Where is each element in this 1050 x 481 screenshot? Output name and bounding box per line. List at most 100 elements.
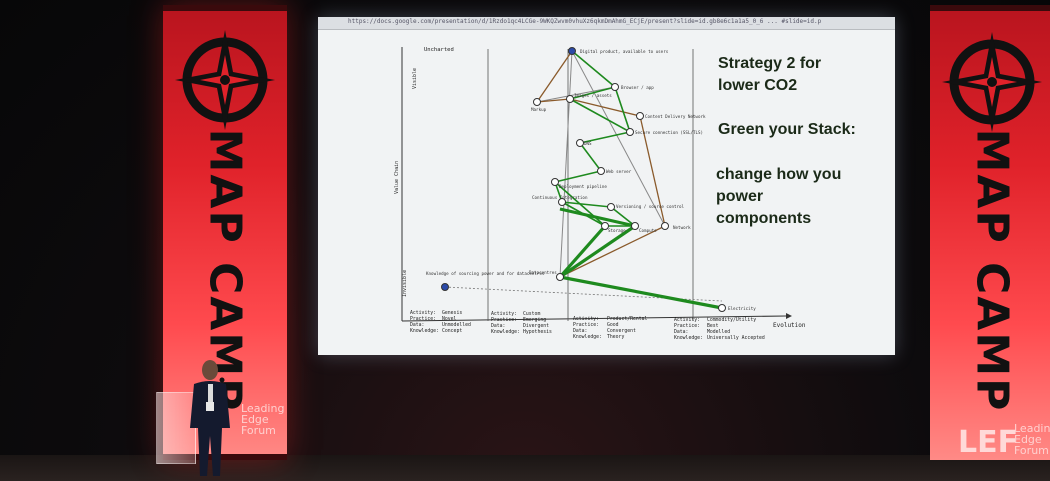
svg-text:Divergent: Divergent [523,323,549,329]
banner-pole [163,5,287,11]
node-digital [568,47,576,55]
banner-subtitle: Leading Edge Forum [1014,423,1050,456]
node-label: Datacentres [529,270,557,275]
node-label: Storage [608,228,626,233]
svg-text:Activity:: Activity: [491,311,517,317]
svg-text:Practice:: Practice: [674,323,700,329]
y-axis-label: Value Chain [394,161,400,194]
node-label: Knowledge of sourcing power and for data… [426,271,545,276]
svg-text:Knowledge:: Knowledge: [674,335,703,341]
svg-text:Activity:: Activity: [410,310,436,316]
node-label: Content Delivery Network [645,114,706,119]
svg-text:Emerging: Emerging [523,317,546,323]
node-label: Browser / app [621,85,654,90]
node-secure [626,128,634,136]
compass-logo-icon [175,30,275,130]
node-label: Continuous Integration [532,195,588,200]
lef-logo: LEF [958,425,1019,460]
svg-text:Best: Best [707,323,719,329]
svg-text:Hypothesis: Hypothesis [523,329,552,335]
svg-text:Modelled: Modelled [707,329,730,335]
svg-text:Product/Rental: Product/Rental [607,316,648,322]
node-compute [631,222,639,230]
svg-text:Novel: Novel [442,316,457,322]
body-line: components [716,210,812,227]
banner-pole [930,5,1050,11]
slide-subheading: Green your Stack: [718,121,856,138]
svg-text:Convergent: Convergent [607,328,636,334]
node-label: Web server [606,169,632,174]
node-dns [576,139,584,147]
banner-sub-line: Edge [1014,433,1042,446]
url-text: https://docs.google.com/presentation/d/1… [348,18,822,25]
speaker-figure [190,360,230,476]
node-browser [611,83,619,91]
node-label: Compute [639,228,657,233]
svg-text:Data:: Data: [573,328,587,334]
svg-text:Universally Accepted: Universally Accepted [707,335,765,341]
body-line: power [716,188,764,205]
heading-line: Strategy 2 for [718,55,822,72]
node-label: Images / assets [574,93,612,98]
svg-text:Data:: Data: [674,329,688,335]
svg-text:Concept: Concept [442,328,462,334]
x-axis-line [401,315,787,322]
svg-text:Activity:: Activity: [573,316,599,322]
svg-text:Practice:: Practice: [491,317,517,323]
right-banner: MAP CAMP LEF Leading Edge Forum [930,5,1050,460]
compass-logo-icon [942,32,1042,132]
svg-text:Unmodelled: Unmodelled [442,322,471,328]
node-markup [533,98,541,106]
svg-text:Data:: Data: [491,323,505,329]
browser-url-bar[interactable]: https://docs.google.com/presentation/d/1… [318,17,895,30]
node-label: DNS [584,141,592,146]
node-assets [566,95,574,103]
svg-text:Practice:: Practice: [410,316,436,322]
y-bottom-label: Invisible [402,270,408,297]
node-label: Versioning / source control [616,204,685,209]
map-nodes [441,47,726,312]
banner-sub-line: Leading [1014,422,1050,435]
node-label: Network [673,225,691,230]
slide-body: change how you power components [716,164,841,230]
node-vcs [607,203,615,211]
svg-text:Theory: Theory [607,334,624,340]
banner-sub-line: Leading [241,402,285,415]
banner-sub-line: Forum [1014,444,1049,457]
svg-text:Data:: Data: [410,322,424,328]
svg-text:Practice:: Practice: [573,322,599,328]
svg-text:Knowledge:: Knowledge: [410,328,439,334]
node-electricity [718,304,726,312]
node-webserver [597,167,605,175]
slide-heading: Strategy 2 for lower CO2 [718,53,821,97]
wardley-map: Digital product, available to users Brow… [394,47,806,341]
node-datacentre [556,273,564,281]
node-label: Electricity [728,306,756,311]
svg-text:Knowledge:: Knowledge: [491,329,520,335]
x-axis-arrow [786,313,792,319]
body-line: change how you [716,166,842,183]
banner-subtitle: Leading Edge Forum [241,403,284,436]
node-label: Digital product, available to users [580,49,669,54]
node-label: Markup [531,107,547,112]
node-cdn [636,112,644,120]
x-axis-label: Evolution [773,322,806,329]
node-label: Deployment pipeline [559,184,607,189]
node-network [661,222,669,230]
svg-text:Custom: Custom [523,311,540,317]
svg-text:Knowledge:: Knowledge: [573,334,602,340]
svg-text:Activity:: Activity: [674,317,700,323]
stage-table: Activity: Genesis Practice: Novel Data: … [410,310,765,341]
node-pipeline [551,178,559,186]
banner-pole [163,454,287,460]
green-links-heavy [558,207,723,310]
top-left-label: Uncharted [424,47,454,53]
banner-title: MAP CAMP [966,128,1018,413]
node-ci [558,198,566,206]
node-label: Secure connection (SSL/TLS) [635,130,703,135]
node-storage [601,222,609,230]
svg-text:Genesis: Genesis [442,310,462,316]
banner-sub-line: Forum [241,424,276,437]
node-knowledge [441,283,449,291]
svg-text:Commodity/Utility: Commodity/Utility [707,317,756,323]
